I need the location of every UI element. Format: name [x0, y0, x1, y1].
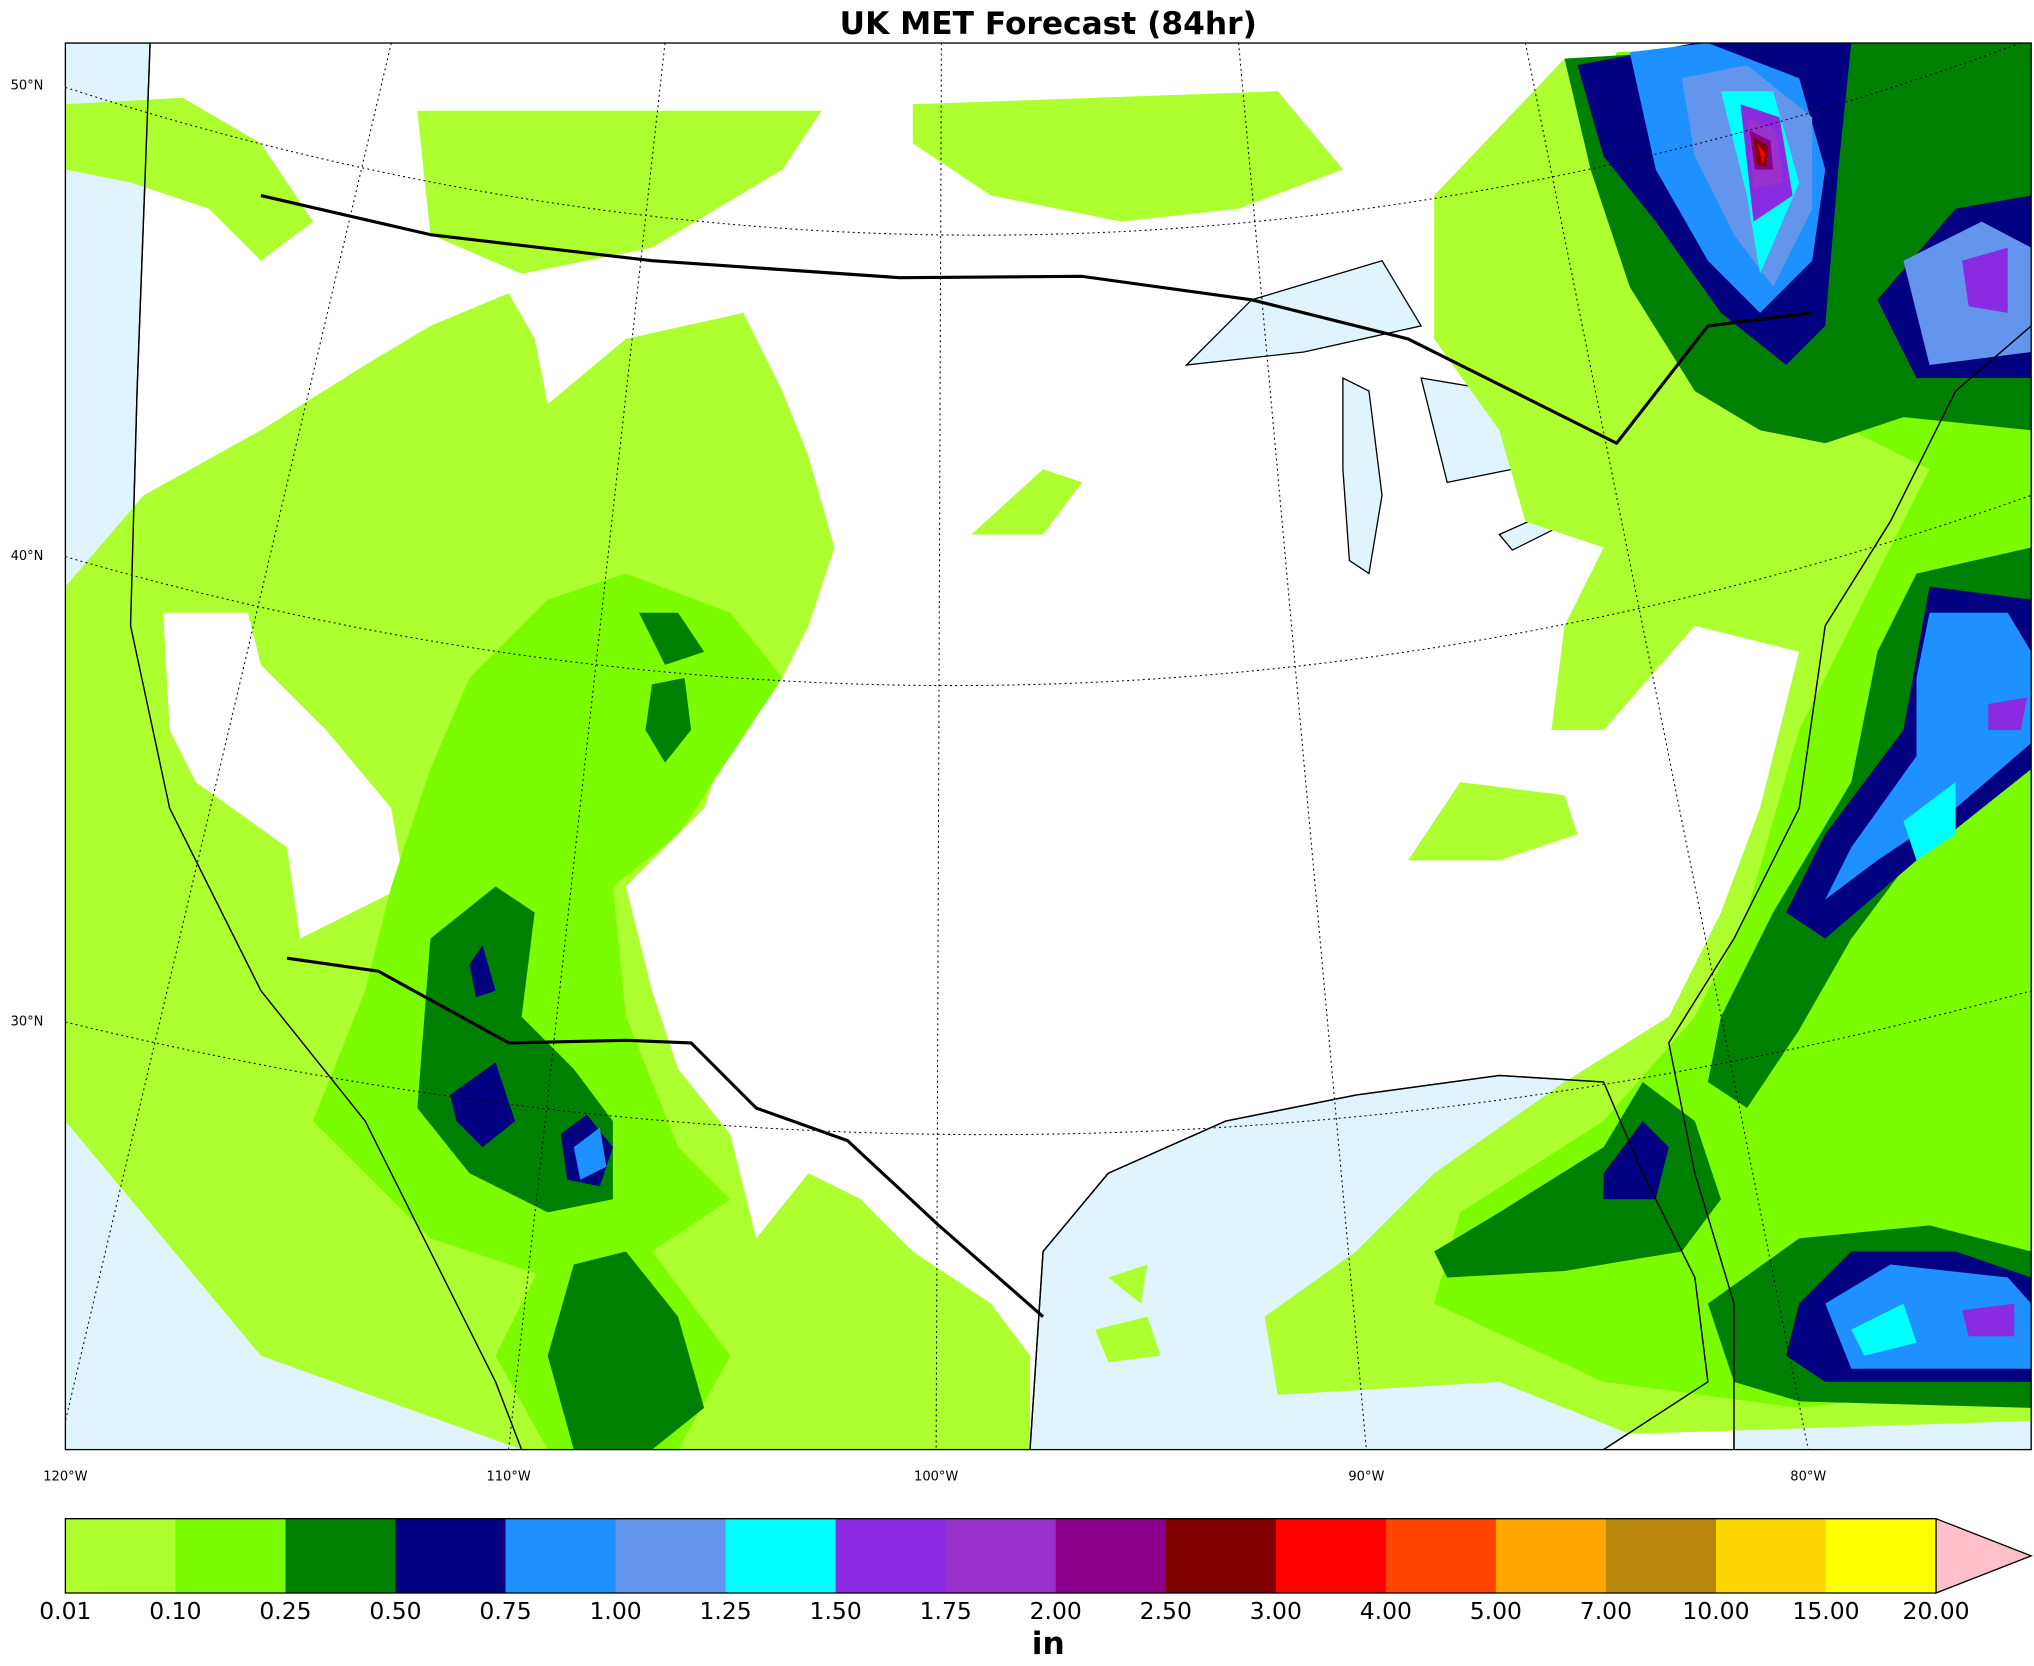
precip-area: [547, 1251, 705, 1450]
colorbar-cell: [1715, 1518, 1827, 1593]
graticule: [508, 43, 666, 1450]
precip-area: [1903, 782, 1956, 861]
map-area: [65, 43, 2032, 1450]
precip-area: [1851, 1303, 1917, 1356]
colorbar-cell: [1385, 1518, 1497, 1593]
precip-area: [1757, 143, 1766, 165]
precip-area: [573, 1127, 607, 1180]
colorbar-cell: [505, 1518, 617, 1593]
lat-label: 40°N: [11, 549, 44, 564]
coastline: [1029, 1074, 1709, 1450]
lon-label: 80°W: [1790, 1469, 1826, 1484]
colorbar-cell: [65, 1518, 177, 1593]
lake: [1342, 376, 1383, 575]
map-frame: [64, 42, 2032, 1451]
colorbar-label: 4.00: [1360, 1597, 1412, 1625]
lon-label: 100°W: [914, 1469, 958, 1484]
colorbar-label: 15.00: [1792, 1597, 1859, 1625]
lon-label: 120°W: [43, 1469, 87, 1484]
graticule: [65, 494, 2032, 687]
precip-area: [638, 612, 705, 665]
colorbar: 0.01 0.10 0.25 0.50 0.75 1.00 1.25 1.50 1.75 2.00…: [39, 1517, 2033, 1625]
coastline: [129, 43, 523, 1450]
colorbar-cell: [725, 1518, 837, 1593]
colorbar-label: 1.25: [699, 1597, 751, 1625]
lon-label: 110°W: [486, 1469, 530, 1484]
colorbar-label: 3.00: [1250, 1597, 1302, 1625]
colorbar-cell: [1825, 1518, 1937, 1593]
colorbar-label: 0.01: [39, 1597, 91, 1625]
colorbar-cell: [285, 1518, 397, 1593]
precip-area: [1825, 612, 2032, 900]
us-mexico-border: [286, 956, 1045, 1318]
title: UK MET Forecast (84hr): [840, 6, 1257, 42]
colorbar-label: 0.50: [369, 1597, 421, 1625]
precip-area: [449, 1062, 516, 1148]
graticule: [1524, 43, 1809, 1450]
colorbar-cell: [175, 1518, 287, 1593]
graticule: [1238, 43, 1367, 1450]
colorbar-label: 0.75: [479, 1597, 531, 1625]
colorbar-cell: [1605, 1518, 1717, 1593]
graticule: [65, 990, 2032, 1136]
precip-area: [1988, 697, 2028, 731]
precip-area: [469, 945, 496, 998]
precip-area: [1095, 1316, 1161, 1363]
precip-area: [645, 677, 692, 763]
colorbar-cell: [1055, 1518, 1167, 1593]
colorbar-label: 7.00: [1580, 1597, 1632, 1625]
precip-area: [1962, 1303, 2015, 1337]
colorbar-cell: [945, 1518, 1057, 1593]
colorbar-extend: [1935, 1517, 2033, 1594]
no-precip: [163, 612, 405, 939]
precip-area: [1962, 247, 2008, 313]
colorbar-label: 1.75: [920, 1597, 972, 1625]
colorbar-label: 1.00: [589, 1597, 641, 1625]
colorbar-cell: [395, 1518, 507, 1593]
graticule: [65, 43, 392, 1422]
precipitation: [65, 43, 2032, 1450]
precip-area: [65, 97, 314, 261]
colorbar-label: 10.00: [1682, 1597, 1749, 1625]
precip-area: [1408, 782, 1578, 861]
colorbar-cell: [615, 1518, 727, 1593]
axis-labels: 50°N 40°N 30°N 120°W 110°W 100°W 90°W 80…: [11, 79, 1827, 1485]
colorbar-label: 2.50: [1140, 1597, 1192, 1625]
precip-area: [912, 91, 1343, 222]
colorbar-label: 20.00: [1902, 1597, 1969, 1625]
colorbar-cell: [1275, 1518, 1387, 1593]
colorbar-cell: [1495, 1518, 1607, 1593]
colorbar-cell: [835, 1518, 947, 1593]
coastline: [1668, 325, 2032, 1450]
lat-label: 30°N: [11, 1015, 44, 1030]
graticule: [65, 43, 2023, 236]
precip-area: [1108, 1264, 1148, 1304]
lon-label: 90°W: [1348, 1469, 1384, 1484]
us-canada-border: [260, 194, 1813, 445]
colorbar-label: 2.00: [1030, 1597, 1082, 1625]
precip-area: [1603, 1121, 1669, 1200]
lat-label: 50°N: [11, 79, 44, 94]
colorbar-outline: [64, 1518, 1937, 1594]
precip-area: [417, 110, 822, 274]
colorbar-unit: in: [1032, 1626, 1065, 1662]
colorbar-cell: [1165, 1518, 1277, 1593]
precip-area: [971, 469, 1083, 535]
colorbar-label: 0.10: [149, 1597, 201, 1625]
colorbar-label: 5.00: [1470, 1597, 1522, 1625]
colorbar-label: 1.50: [810, 1597, 862, 1625]
colorbar-label: 0.25: [259, 1597, 311, 1625]
